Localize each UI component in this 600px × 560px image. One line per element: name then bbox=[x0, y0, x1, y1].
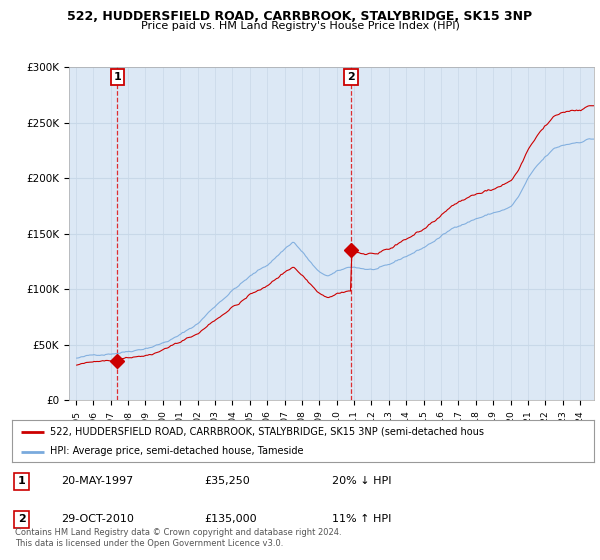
Text: Price paid vs. HM Land Registry's House Price Index (HPI): Price paid vs. HM Land Registry's House … bbox=[140, 21, 460, 31]
Text: HPI: Average price, semi-detached house, Tameside: HPI: Average price, semi-detached house,… bbox=[50, 446, 304, 456]
Text: £35,250: £35,250 bbox=[204, 477, 250, 487]
Text: 2: 2 bbox=[18, 514, 26, 524]
Text: 29-OCT-2010: 29-OCT-2010 bbox=[61, 514, 134, 524]
Text: 1: 1 bbox=[18, 477, 26, 487]
Text: 20-MAY-1997: 20-MAY-1997 bbox=[61, 477, 134, 487]
Text: £135,000: £135,000 bbox=[204, 514, 257, 524]
Text: 1: 1 bbox=[113, 72, 121, 82]
Text: 522, HUDDERSFIELD ROAD, CARRBROOK, STALYBRIDGE, SK15 3NP: 522, HUDDERSFIELD ROAD, CARRBROOK, STALY… bbox=[67, 10, 533, 22]
Text: 2: 2 bbox=[347, 72, 355, 82]
Text: 20% ↓ HPI: 20% ↓ HPI bbox=[332, 477, 392, 487]
Text: 11% ↑ HPI: 11% ↑ HPI bbox=[332, 514, 391, 524]
Text: 522, HUDDERSFIELD ROAD, CARRBROOK, STALYBRIDGE, SK15 3NP (semi-detached hous: 522, HUDDERSFIELD ROAD, CARRBROOK, STALY… bbox=[50, 427, 484, 437]
Text: Contains HM Land Registry data © Crown copyright and database right 2024.
This d: Contains HM Land Registry data © Crown c… bbox=[15, 528, 341, 548]
